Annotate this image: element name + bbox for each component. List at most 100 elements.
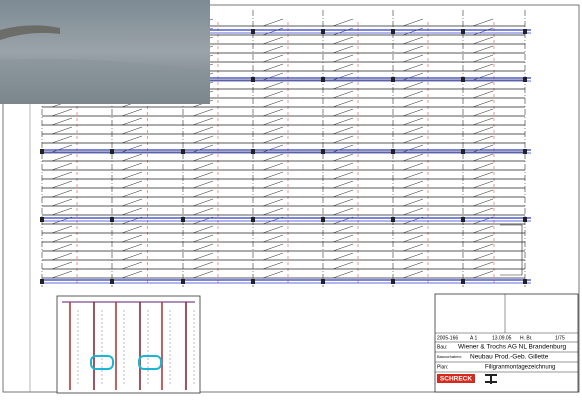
column [391,77,395,82]
company: SCHRECK [440,376,472,383]
slab-hatch [121,171,143,180]
slab-hatch [262,99,284,108]
column [110,149,114,154]
slab-hatch [51,126,73,135]
slab-hatch [332,243,354,252]
slab-hatch [332,108,354,117]
slab-hatch [192,207,214,216]
column [391,279,395,284]
slab-hatch [472,153,494,162]
column [110,279,114,284]
column [391,149,395,154]
column [181,217,185,222]
slab-hatch [332,207,354,216]
slab-hatch [121,234,143,243]
slab-hatch [121,117,143,126]
slab-hatch [472,261,494,270]
slab-hatch [472,135,494,144]
slab-hatch [472,27,494,36]
slab-hatch [332,270,354,279]
slab-hatch [262,18,284,27]
column [181,279,185,284]
column [40,217,44,222]
slab-hatch [121,189,143,198]
column [523,29,527,34]
sheet: A 1 [470,335,477,341]
column [110,217,114,222]
slab-hatch [402,126,424,135]
slab-hatch [402,81,424,90]
client-label: Bau: [437,344,447,350]
slab-hatch [332,18,354,27]
slab-hatch [192,234,214,243]
slab-hatch [402,108,424,117]
slab-hatch [262,27,284,36]
slab-hatch [472,63,494,72]
detail-highlight [90,355,114,370]
slab-hatch [262,261,284,270]
slab-hatch [192,108,214,117]
slab-hatch [332,81,354,90]
column [523,217,527,222]
slab-hatch [121,162,143,171]
slab-hatch [121,198,143,207]
slab-hatch [51,261,73,270]
slab-hatch [262,135,284,144]
slab-hatch [121,126,143,135]
slab-hatch [402,135,424,144]
slab-hatch [262,108,284,117]
slab-hatch [51,162,73,171]
slab-hatch [332,234,354,243]
stair-outline [500,224,523,276]
scale: 1/75 [555,335,565,341]
slab-hatch [472,81,494,90]
slab-hatch [402,90,424,99]
slab-hatch [472,45,494,54]
date: 13.09.05 [492,335,512,341]
slab-hatch [192,153,214,162]
slab-hatch [262,153,284,162]
slab-hatch [472,18,494,27]
slab-hatch [262,72,284,81]
slab-hatch [332,36,354,45]
column [391,217,395,222]
project-label: Bauvorhaben: [437,354,462,359]
slab-hatch [51,198,73,207]
slab-hatch [472,243,494,252]
company-symbol [485,374,497,384]
slab-hatch [121,108,143,117]
column [321,77,325,82]
slab-hatch [262,117,284,126]
plan-label: Plan: [437,364,448,370]
slab-hatch [121,207,143,216]
slab-hatch [51,252,73,261]
slab-hatch [262,234,284,243]
slab-hatch [262,36,284,45]
slab-hatch [262,63,284,72]
slab-hatch [402,153,424,162]
slab-hatch [121,261,143,270]
column [251,279,255,284]
slab-hatch [472,180,494,189]
slab-hatch [121,153,143,162]
column [251,149,255,154]
slab-hatch [192,270,214,279]
slab-hatch [262,171,284,180]
slab-hatch [262,126,284,135]
slab-hatch [262,90,284,99]
slab-hatch [402,117,424,126]
slab-hatch [402,252,424,261]
slab-hatch [192,198,214,207]
slab-hatch [121,243,143,252]
slab-hatch [402,144,424,153]
slab-hatch [402,207,424,216]
slab-hatch [402,36,424,45]
slab-hatch [472,234,494,243]
slab-hatch [332,189,354,198]
slab-hatch [192,180,214,189]
slab-hatch [472,144,494,153]
column [251,77,255,82]
slab-hatch [51,180,73,189]
slab-hatch [402,243,424,252]
